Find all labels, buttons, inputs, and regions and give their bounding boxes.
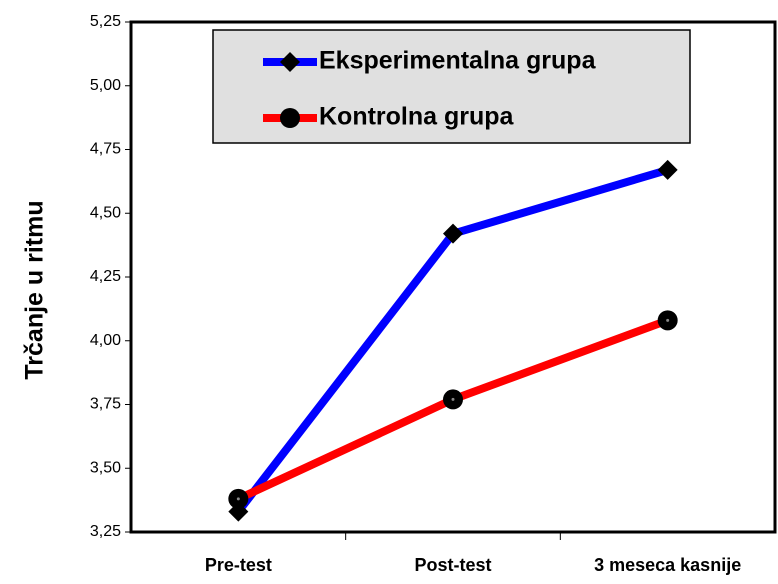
y-tick-label: 4,25	[90, 268, 121, 285]
y-axis-label: Trčanje u ritmu	[21, 200, 49, 379]
marker-dot	[451, 397, 455, 401]
marker	[657, 159, 678, 180]
marker	[443, 223, 463, 244]
y-tick-label: 5,00	[90, 77, 121, 94]
x-tick-label: 3 meseca kasnije	[594, 555, 741, 575]
plot-border	[129, 20, 777, 534]
y-tick-label: 5,25	[90, 13, 121, 30]
marker-dot	[666, 318, 670, 322]
x-tick-label: Pre-test	[205, 555, 272, 575]
legend-label: Eksperimentalna grupa	[319, 47, 597, 75]
y-tick-label: 3,25	[90, 523, 121, 540]
y-tick-label: 4,50	[90, 204, 121, 221]
legend-marker	[280, 52, 300, 72]
legend-marker	[280, 108, 300, 128]
x-tick-label: Post-test	[414, 555, 491, 575]
y-tick-label: 4,75	[90, 141, 121, 158]
marker-dot	[236, 497, 240, 501]
y-tick-label: 4,00	[90, 332, 121, 349]
y-tick-label: 3,50	[90, 459, 121, 476]
legend-label: Kontrolna grupa	[319, 103, 515, 131]
y-tick-label: 3,75	[90, 396, 121, 413]
